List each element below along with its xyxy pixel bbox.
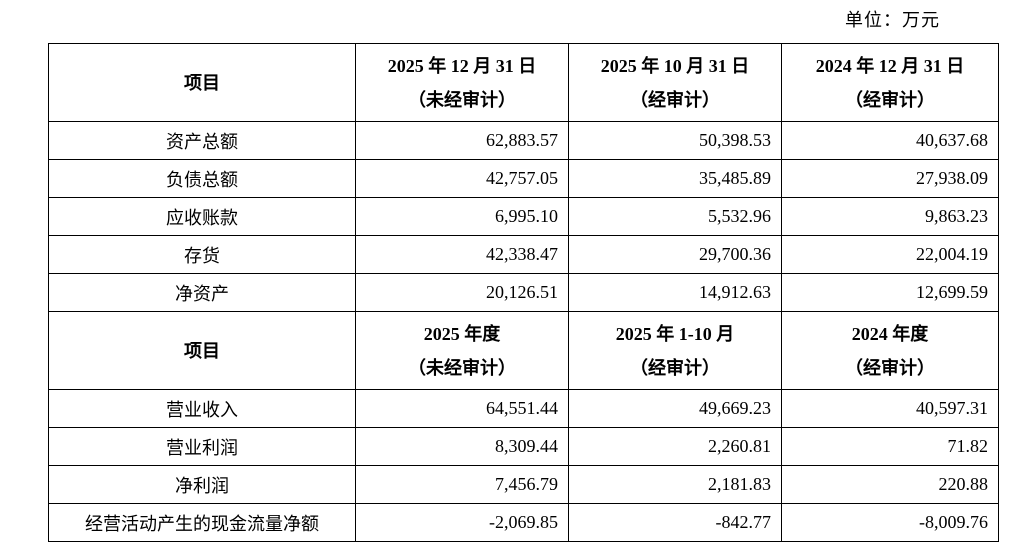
row-label: 经营活动产生的现金流量净额 xyxy=(48,503,356,542)
cell-value: 35,485.89 xyxy=(568,159,782,198)
balance-col3-period: 2024 年 12 月 31 日 xyxy=(815,55,965,76)
cell-value: 42,338.47 xyxy=(355,235,569,274)
row-label: 营业利润 xyxy=(48,427,356,466)
unit-label: 单位：万元 xyxy=(845,10,940,30)
cell-value: 2,181.83 xyxy=(568,465,782,504)
row-label: 净利润 xyxy=(48,465,356,504)
balance-col2-period: 2025 年 10 月 31 日 xyxy=(600,55,750,76)
cell-value: 40,597.31 xyxy=(781,389,999,428)
cell-value: 20,126.51 xyxy=(355,273,569,312)
table-row-operating-cash-flow: 经营活动产生的现金流量净额 -2,069.85 -842.77 -8,009.7… xyxy=(48,503,999,542)
cell-value: 220.88 xyxy=(781,465,999,504)
cell-value: -2,069.85 xyxy=(355,503,569,542)
row-label: 营业收入 xyxy=(48,389,356,428)
table-row-total-liabilities: 负债总额 42,757.05 35,485.89 27,938.09 xyxy=(48,159,999,198)
balance-item-header: 项目 xyxy=(48,43,356,122)
balance-col-header-3: 2024 年 12 月 31 日 （经审计） xyxy=(781,43,999,122)
cell-value: 8,309.44 xyxy=(355,427,569,466)
table-row-operating-revenue: 营业收入 64,551.44 49,669.23 40,597.31 xyxy=(48,389,999,428)
table-row-inventory: 存货 42,338.47 29,700.36 22,004.19 xyxy=(48,235,999,274)
row-label: 负债总额 xyxy=(48,159,356,198)
income-col-header-2: 2025 年 1-10 月 （经审计） xyxy=(568,311,782,390)
income-item-header: 项目 xyxy=(48,311,356,390)
cell-value: 2,260.81 xyxy=(568,427,782,466)
balance-col3-audit: （经审计） xyxy=(845,89,935,110)
income-col2-audit: （经审计） xyxy=(630,357,720,378)
income-col-header-1: 2025 年度 （未经审计） xyxy=(355,311,569,390)
balance-header-row: 项目 2025 年 12 月 31 日 （未经审计） 2025 年 10 月 3… xyxy=(48,43,999,122)
income-col3-period: 2024 年度 xyxy=(851,323,929,344)
table-row-operating-profit: 营业利润 8,309.44 2,260.81 71.82 xyxy=(48,427,999,466)
cell-value: 27,938.09 xyxy=(781,159,999,198)
income-col-header-3: 2024 年度 （经审计） xyxy=(781,311,999,390)
cell-value: 64,551.44 xyxy=(355,389,569,428)
balance-col2-audit: （经审计） xyxy=(630,89,720,110)
balance-col-header-2: 2025 年 10 月 31 日 （经审计） xyxy=(568,43,782,122)
cell-value: 42,757.05 xyxy=(355,159,569,198)
cell-value: 62,883.57 xyxy=(355,121,569,160)
table-row-net-assets: 净资产 20,126.51 14,912.63 12,699.59 xyxy=(48,273,999,312)
cell-value: -8,009.76 xyxy=(781,503,999,542)
cell-value: 49,669.23 xyxy=(568,389,782,428)
income-col1-audit: （未经审计） xyxy=(408,357,516,378)
balance-col1-audit: （未经审计） xyxy=(408,89,516,110)
row-label: 净资产 xyxy=(48,273,356,312)
cell-value: 7,456.79 xyxy=(355,465,569,504)
cell-value: -842.77 xyxy=(568,503,782,542)
row-label: 存货 xyxy=(48,235,356,274)
table-row-accounts-receivable: 应收账款 6,995.10 5,532.96 9,863.23 xyxy=(48,197,999,236)
income-col1-period: 2025 年度 xyxy=(423,323,501,344)
cell-value: 71.82 xyxy=(781,427,999,466)
cell-value: 9,863.23 xyxy=(781,197,999,236)
financial-summary-table: 项目 2025 年 12 月 31 日 （未经审计） 2025 年 10 月 3… xyxy=(48,43,999,542)
cell-value: 50,398.53 xyxy=(568,121,782,160)
table-row-net-profit: 净利润 7,456.79 2,181.83 220.88 xyxy=(48,465,999,504)
cell-value: 5,532.96 xyxy=(568,197,782,236)
income-col3-audit: （经审计） xyxy=(845,357,935,378)
cell-value: 6,995.10 xyxy=(355,197,569,236)
row-label: 资产总额 xyxy=(48,121,356,160)
cell-value: 22,004.19 xyxy=(781,235,999,274)
row-label: 应收账款 xyxy=(48,197,356,236)
cell-value: 14,912.63 xyxy=(568,273,782,312)
balance-col1-period: 2025 年 12 月 31 日 xyxy=(387,55,537,76)
table-row-total-assets: 资产总额 62,883.57 50,398.53 40,637.68 xyxy=(48,121,999,160)
income-header-row: 项目 2025 年度 （未经审计） 2025 年 1-10 月 （经审计） 20… xyxy=(48,311,999,390)
cell-value: 40,637.68 xyxy=(781,121,999,160)
income-col2-period: 2025 年 1-10 月 xyxy=(615,323,735,344)
cell-value: 12,699.59 xyxy=(781,273,999,312)
cell-value: 29,700.36 xyxy=(568,235,782,274)
balance-col-header-1: 2025 年 12 月 31 日 （未经审计） xyxy=(355,43,569,122)
